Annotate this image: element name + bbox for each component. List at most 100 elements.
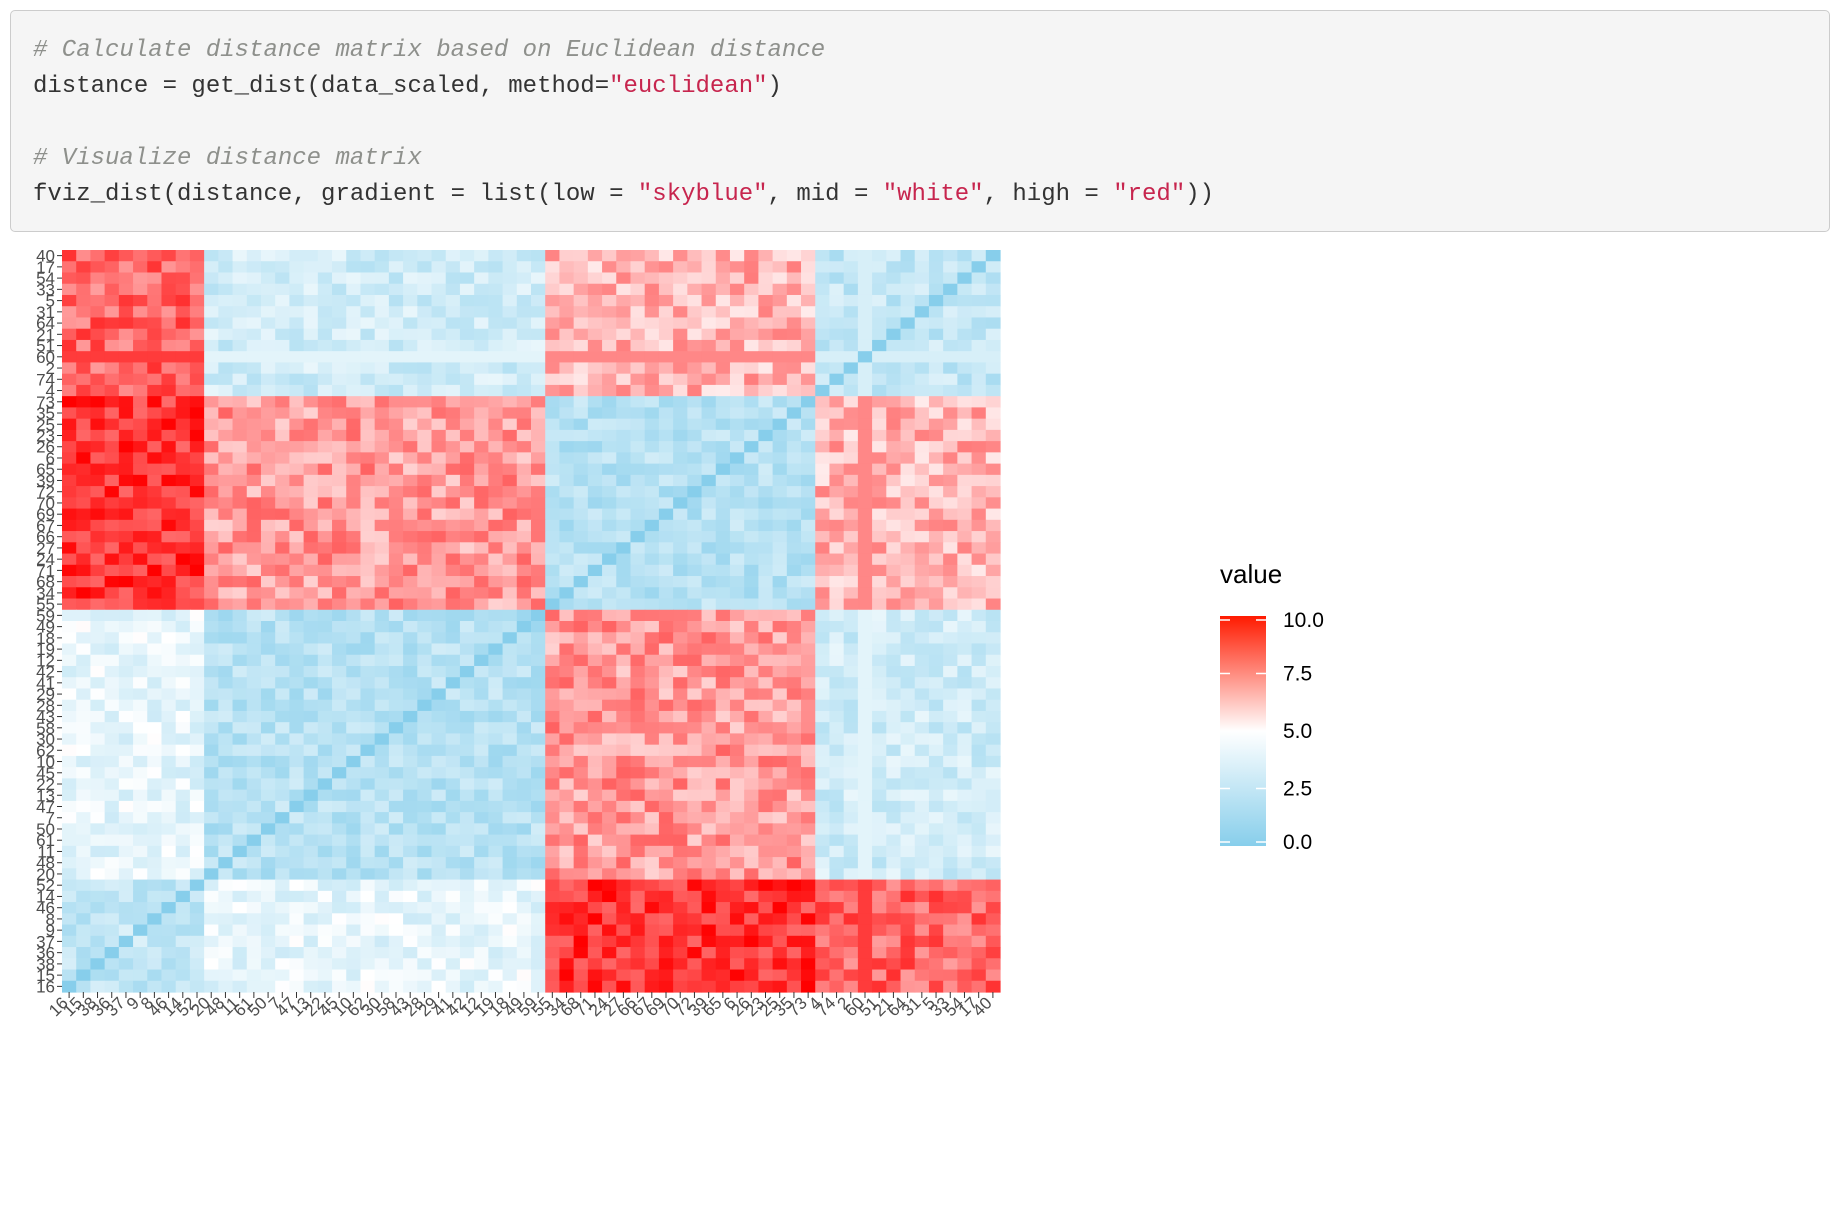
heatmap-cell: [516, 564, 532, 577]
heatmap-cell: [587, 598, 603, 611]
heatmap-cell: [189, 306, 205, 319]
heatmap-cell: [829, 767, 845, 779]
heatmap-cell: [403, 969, 418, 982]
heatmap-cell: [772, 902, 788, 914]
heatmap-cell: [900, 947, 916, 959]
heatmap-cell: [403, 857, 418, 869]
heatmap-cell: [829, 733, 845, 746]
heatmap-cell: [786, 632, 802, 645]
heatmap-cell: [971, 497, 987, 510]
heatmap-cell: [431, 845, 447, 858]
heatmap-cell: [374, 553, 390, 566]
heatmap-cell: [587, 632, 603, 645]
heatmap-cell: [303, 733, 319, 746]
heatmap-cell: [715, 407, 731, 420]
heatmap-cell: [317, 857, 333, 869]
heatmap-cell: [488, 463, 504, 476]
heatmap-cell: [715, 564, 731, 577]
heatmap-cell: [815, 362, 831, 375]
heatmap-cell: [374, 384, 390, 397]
heatmap-cell: [644, 800, 660, 813]
heatmap-cell: [516, 947, 532, 959]
heatmap-cell: [715, 486, 731, 498]
heatmap-cell: [729, 576, 745, 588]
heatmap-cell: [914, 699, 930, 712]
heatmap-cell: [687, 373, 703, 386]
heatmap-cell: [275, 845, 290, 858]
heatmap-cell: [204, 947, 219, 959]
heatmap-cell: [928, 823, 944, 836]
heatmap-cell: [175, 688, 191, 701]
heatmap-cell: [90, 328, 106, 341]
heatmap-cell: [104, 879, 120, 892]
heatmap-cell: [403, 913, 418, 926]
heatmap-cell: [346, 913, 362, 926]
heatmap-cell: [403, 958, 418, 971]
y-tick-label: 48: [36, 854, 55, 873]
heatmap-cell: [786, 598, 802, 611]
heatmap-cell: [502, 947, 518, 959]
heatmap-cell: [744, 812, 759, 824]
heatmap-cell: [559, 710, 575, 723]
heatmap-cell: [374, 283, 390, 296]
heatmap-cell: [388, 744, 404, 757]
heatmap-cell: [118, 800, 134, 813]
heatmap-cell: [644, 497, 660, 510]
heatmap-cell: [417, 339, 433, 352]
heatmap-cell: [687, 486, 703, 498]
heatmap-cell: [118, 621, 134, 633]
heatmap-cell: [289, 800, 305, 813]
heatmap-cell: [943, 396, 958, 408]
heatmap-cell: [502, 373, 518, 386]
heatmap-cell: [971, 935, 987, 948]
heatmap-cell: [602, 812, 617, 824]
heatmap-cell: [474, 845, 489, 858]
heatmap-cell: [104, 486, 120, 498]
heatmap-cell: [900, 913, 916, 926]
heatmap-cell: [147, 654, 163, 667]
heatmap-cell: [758, 665, 774, 678]
heatmap-cell: [801, 474, 816, 487]
heatmap-cell: [445, 755, 461, 768]
y-tick-label: 20: [36, 865, 55, 884]
heatmap-cell: [104, 564, 120, 577]
heatmap-cell: [928, 744, 944, 757]
y-tick-label: 14: [36, 887, 55, 906]
heatmap-cell: [957, 564, 973, 577]
heatmap-cell: [445, 722, 461, 735]
heatmap-cell: [531, 283, 546, 296]
heatmap-cell: [175, 351, 191, 364]
heatmap-cell: [616, 531, 632, 543]
heatmap-cell: [189, 351, 205, 364]
heatmap-cell: [729, 755, 745, 768]
heatmap-cell: [729, 486, 745, 498]
heatmap-cell: [360, 283, 376, 296]
heatmap-cell: [573, 452, 589, 465]
heatmap-cell: [104, 621, 120, 633]
heatmap-cell: [90, 969, 106, 982]
heatmap-cell: [573, 328, 589, 341]
heatmap-cell: [403, 294, 418, 307]
heatmap-cell: [872, 272, 887, 285]
heatmap-cell: [175, 958, 191, 971]
heatmap-cell: [744, 800, 759, 813]
heatmap-cell: [673, 553, 688, 566]
heatmap-cell: [360, 688, 376, 701]
heatmap-cell: [260, 261, 276, 274]
heatmap-cell: [161, 576, 177, 588]
heatmap-cell: [488, 418, 504, 431]
y-tick-label: 49: [36, 618, 55, 637]
heatmap-cell: [161, 665, 177, 678]
heatmap-cell: [417, 564, 433, 577]
heatmap-cell: [488, 564, 504, 577]
heatmap-cell: [275, 800, 290, 813]
heatmap-cell: [118, 508, 134, 521]
heatmap-cell: [886, 474, 902, 487]
heatmap-cell: [957, 598, 973, 611]
heatmap-cell: [857, 834, 873, 847]
heatmap-cell: [644, 688, 660, 701]
heatmap-cell: [715, 283, 731, 296]
heatmap-cell: [502, 812, 518, 824]
heatmap-cell: [559, 373, 575, 386]
heatmap-cell: [275, 486, 290, 498]
